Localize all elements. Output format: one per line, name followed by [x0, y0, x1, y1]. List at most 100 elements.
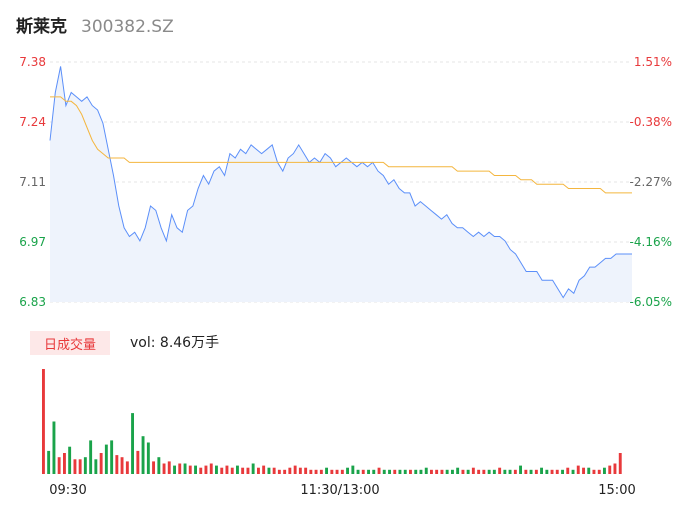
volume-bar	[435, 469, 439, 474]
volume-bar	[178, 463, 182, 474]
volume-bar	[236, 465, 239, 474]
volume-tab[interactable]: 日成交量	[30, 331, 110, 355]
volume-bar	[461, 469, 465, 474]
volume-bar	[99, 453, 103, 474]
volume-bar	[277, 469, 281, 474]
volume-bar	[555, 469, 559, 474]
volume-bar	[519, 465, 522, 474]
volume-bar	[487, 469, 491, 474]
volume-bar	[346, 467, 349, 474]
volume-bar	[393, 469, 397, 474]
volume-bar	[561, 469, 564, 474]
volume-bar	[272, 467, 276, 474]
volume-bar	[356, 469, 360, 474]
volume-bar	[146, 442, 150, 474]
volume-bar	[220, 467, 224, 474]
volume-bar	[608, 465, 612, 474]
volume-bar	[618, 453, 622, 474]
volume-bar	[566, 467, 570, 474]
volume-bar	[246, 467, 250, 474]
volume-bar	[183, 463, 187, 474]
y-right-tick-label: 1.51%	[634, 55, 672, 69]
volume-bar	[451, 469, 454, 474]
volume-bar	[209, 463, 213, 474]
volume-bar	[215, 465, 218, 474]
volume-bar	[576, 465, 580, 474]
volume-bar	[388, 469, 391, 474]
volume-bar	[545, 469, 549, 474]
volume-bar	[592, 469, 596, 474]
volume-bar	[430, 469, 433, 474]
volume-bar	[603, 467, 606, 474]
volume-bar	[110, 440, 114, 474]
x-tick-label: 15:00	[598, 483, 635, 498]
volume-bar	[367, 469, 370, 474]
volume-bar	[188, 465, 192, 474]
volume-bar	[382, 469, 386, 474]
volume-bar	[63, 453, 66, 474]
volume-bar	[136, 450, 140, 474]
volume-bar	[83, 457, 87, 474]
volume-bar	[440, 469, 444, 474]
volume-bar	[173, 465, 176, 474]
stock-code: 300382.SZ	[81, 17, 174, 37]
price-area	[50, 66, 632, 303]
y-left-tick-label: 6.97	[19, 235, 46, 249]
volume-bar	[298, 467, 302, 474]
volume-bar	[251, 463, 255, 474]
volume-bar	[141, 436, 145, 474]
volume-bar	[550, 469, 554, 474]
volume-bar	[115, 455, 119, 474]
volume-bar	[157, 457, 161, 474]
volume-bar	[424, 467, 428, 474]
volume-bar	[304, 467, 308, 474]
volume-bar	[613, 463, 617, 474]
volume-bar	[52, 421, 56, 474]
volume-bar	[94, 459, 98, 474]
volume-bar	[524, 469, 528, 474]
volume-bar	[47, 450, 51, 474]
volume-bar	[340, 469, 344, 474]
volume-bar	[225, 465, 229, 474]
volume-bar	[288, 467, 292, 474]
volume-bar	[57, 457, 61, 474]
volume-bar	[162, 463, 166, 474]
stock-header: 斯莱克 300382.SZ	[16, 12, 174, 40]
volume-bar	[414, 469, 418, 474]
volume-bar	[492, 469, 496, 474]
y-right-tick-label: -0.38%	[630, 115, 672, 129]
volume-bar	[571, 469, 575, 474]
y-left-tick-label: 7.24	[19, 115, 46, 129]
volume-bar	[597, 469, 601, 474]
volume-bar	[199, 467, 203, 474]
y-right-tick-label: -6.05%	[630, 295, 672, 309]
volume-bar	[241, 467, 245, 474]
stock-name: 斯莱克	[16, 17, 67, 37]
volume-bar	[361, 469, 365, 474]
volume-bar	[456, 467, 460, 474]
volume-bar	[262, 465, 266, 474]
volume-bar	[466, 469, 470, 474]
volume-bar	[582, 467, 585, 474]
volume-bar	[330, 469, 334, 474]
volume-bar	[377, 467, 381, 474]
volume-bar	[398, 469, 402, 474]
volume-bar	[167, 461, 171, 474]
volume-bar	[78, 459, 82, 474]
y-left-tick-label: 7.11	[19, 175, 46, 189]
volume-bar	[314, 469, 318, 474]
y-left-tick-label: 6.83	[19, 295, 46, 309]
volume-bar	[409, 469, 412, 474]
volume-bar	[267, 467, 271, 474]
volume-bar	[372, 469, 376, 474]
volume-bar	[482, 469, 486, 474]
volume-bar	[293, 465, 297, 474]
volume-bar	[498, 467, 502, 474]
volume-bar	[335, 469, 339, 474]
average-price-line	[50, 96, 632, 194]
volume-bar	[42, 369, 45, 474]
volume-bar	[587, 467, 591, 474]
volume-bar	[534, 469, 538, 474]
volume-bar	[73, 459, 77, 474]
volume-bar	[513, 469, 517, 474]
